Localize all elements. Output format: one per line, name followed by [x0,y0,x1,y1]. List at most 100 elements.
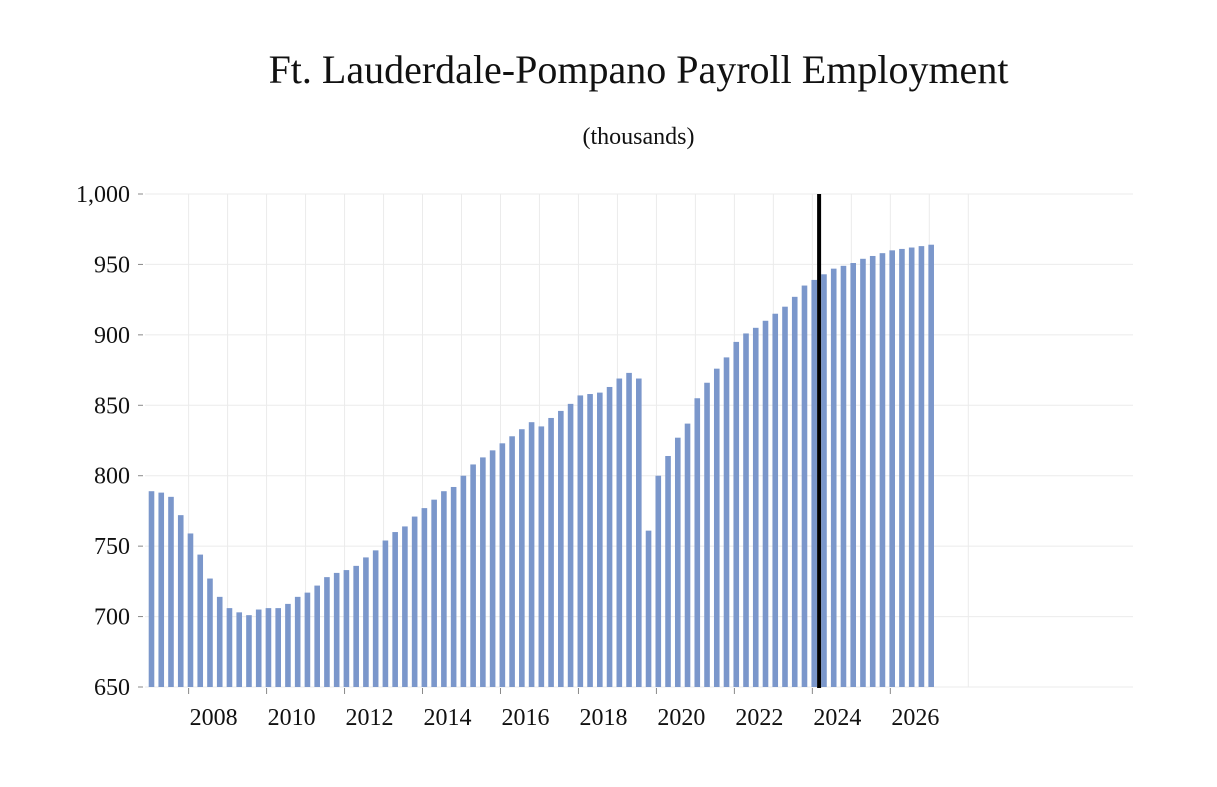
bar [226,608,233,687]
bar [324,577,330,687]
bar [421,508,428,687]
bar [197,554,204,687]
bar [177,515,184,687]
y-tick-label: 900 [94,323,130,349]
bar [285,603,291,687]
bar [558,410,564,687]
x-tick-label: 2010 [268,705,316,731]
bar [343,570,350,687]
bar [869,255,876,687]
bar [450,486,457,687]
x-tick-label: 2024 [813,705,861,731]
bar [655,475,662,687]
bar [460,475,467,687]
bar [480,457,486,687]
x-tick-label: 2026 [891,705,939,731]
bar [382,540,389,687]
bar [392,532,398,687]
y-tick-label: 700 [94,605,130,631]
bar [567,403,574,687]
bar [158,492,165,687]
bar [489,450,496,687]
bar [791,296,798,687]
axes: 650 700 750 800 850 900 950 1,000 2008 2010 2012 20… [76,182,939,731]
bar [148,491,155,687]
bar [597,392,603,687]
bar [811,279,818,687]
bar [626,372,632,687]
bar [801,285,808,687]
bar [840,265,847,687]
bar [216,596,223,687]
bar [499,443,506,687]
x-tick-label: 2020 [657,705,705,731]
y-tick-label: 1,000 [76,182,130,208]
bar [265,608,272,687]
chart-title: Ft. Lauderdale-Pompano Payroll Employmen… [268,47,1009,92]
bar [928,244,934,688]
x-tick-label: 2014 [424,705,472,731]
bar [821,274,827,687]
bar [850,263,857,687]
bar [899,248,905,688]
bar [431,499,437,687]
bar [528,422,535,687]
bar [733,341,740,687]
y-tick-label: 950 [94,252,130,278]
bar [577,395,584,687]
bar [606,386,613,687]
bar [743,333,749,687]
bar [684,423,691,687]
x-tick-label: 2012 [346,705,394,731]
bar [353,565,359,687]
bar [402,526,408,687]
bar [548,417,554,687]
bar [616,378,623,687]
y-tick-label: 850 [94,393,130,419]
bar [441,491,447,687]
bar [372,550,379,687]
bar [752,327,759,687]
y-tick-label: 800 [94,464,130,490]
bar [674,437,681,687]
bar [665,455,671,687]
bar [645,530,652,687]
bar [246,615,252,687]
bar [187,533,194,687]
bar [519,429,525,687]
bar [830,268,837,687]
y-tick-label: 750 [94,534,130,560]
bar [275,608,281,687]
x-tick-label: 2008 [190,705,238,731]
x-tick-label: 2018 [579,705,627,731]
bar [879,253,886,687]
bars [148,244,934,688]
bar [168,496,174,687]
bar [363,557,369,687]
y-tick-label: 650 [94,675,130,701]
bar [723,357,730,687]
bar [255,609,262,687]
bar [304,592,311,687]
bar [713,368,720,687]
bar [704,382,710,687]
bar [587,394,593,687]
bar [470,464,476,687]
bar [294,596,301,687]
bar [772,313,779,687]
bar [333,572,340,687]
bar [918,246,925,688]
bar [207,578,213,687]
bar [411,516,418,687]
bar [236,612,243,687]
bar [889,250,895,688]
bar [694,398,701,687]
x-tick-label: 2022 [735,705,783,731]
bar [860,258,866,687]
bar [538,426,545,687]
bar [314,585,320,687]
bar [509,436,515,687]
bar [636,378,642,687]
bar [762,320,769,687]
